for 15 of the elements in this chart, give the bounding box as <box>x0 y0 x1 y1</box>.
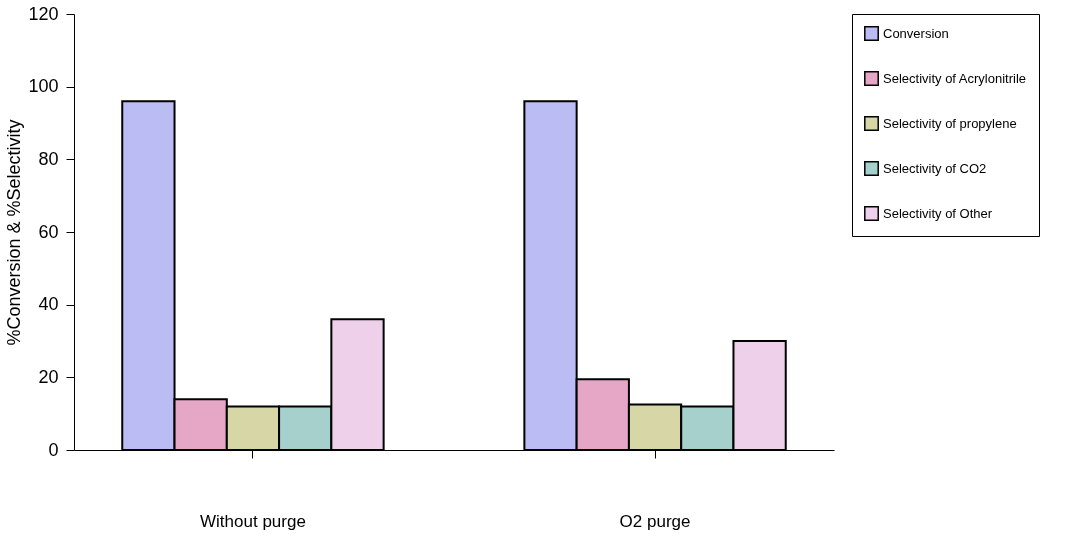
y-axis-title: %Conversion & %Selectivity <box>4 119 25 346</box>
y-tick-label: 100 <box>28 76 59 97</box>
legend-label: Selectivity of Other <box>883 205 993 221</box>
y-tick-label: 0 <box>48 439 59 460</box>
y-tick-label: 120 <box>28 3 59 24</box>
x-tick-label: O2 purge <box>619 511 691 531</box>
y-tick-label: 80 <box>38 148 59 169</box>
y-tick-label: 20 <box>38 366 59 387</box>
x-tick-label: Without purge <box>200 511 306 531</box>
legend-label: Selectivity of Acrylonitrile <box>883 70 1027 86</box>
y-tick-label: 60 <box>38 221 59 242</box>
legend-label: Conversion <box>883 25 949 41</box>
legend-label: Selectivity of CO2 <box>883 160 987 176</box>
y-tick-label: 40 <box>38 294 59 315</box>
legend-label: Selectivity of propylene <box>883 115 1017 131</box>
